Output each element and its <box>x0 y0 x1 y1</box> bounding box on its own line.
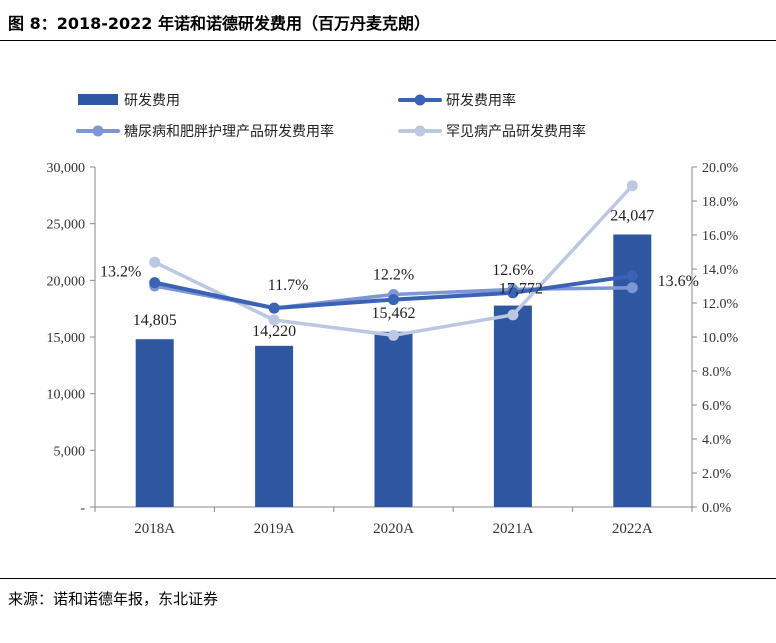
series-point <box>388 294 399 306</box>
rate-value-label: 13.6% <box>658 273 699 290</box>
axes: - 5,000 10,000 15,000 20,000 25,000 30,000 0.0%… <box>47 161 739 537</box>
series-point <box>626 282 638 294</box>
series-point <box>626 270 638 282</box>
bar-value-label: 15,462 <box>372 305 416 322</box>
y-left-tick-label: 30,000 <box>47 161 86 176</box>
y-right-tick-label: 20.0% <box>702 161 739 176</box>
series-point <box>626 180 638 192</box>
source-divider <box>0 578 776 579</box>
legend-swatch-marker <box>414 125 426 137</box>
rate-value-label: 11.7% <box>268 277 309 294</box>
bar-value-label: 17,772 <box>499 281 543 298</box>
x-tick-label: 2021A <box>492 521 533 537</box>
y-left-tick-label: 15,000 <box>47 331 86 346</box>
title-underline <box>0 40 776 41</box>
series-point <box>507 287 519 299</box>
legend-swatch-bar <box>78 94 118 105</box>
legend-label: 糖尿病和肥胖护理产品研发费用率 <box>124 123 334 140</box>
y-left-tick-label: 10,000 <box>47 388 86 403</box>
bar-series <box>135 234 652 507</box>
series-point <box>149 277 161 289</box>
y-right-tick-label: 4.0% <box>702 433 732 448</box>
y-left-tick-label: 5,000 <box>54 444 86 459</box>
series-point <box>268 302 280 314</box>
rate-value-label: 13.2% <box>100 264 141 281</box>
rate-value-label: 12.6% <box>492 262 533 279</box>
y-right-tick-label: 10.0% <box>702 331 739 346</box>
y-right-tick-label: 8.0% <box>702 365 732 380</box>
legend-label: 研发费用 <box>124 93 180 109</box>
x-tick-label: 2022A <box>612 521 653 537</box>
bar-value-label: 14,805 <box>133 312 177 329</box>
y-right-tick-label: 12.0% <box>702 297 739 312</box>
bar <box>493 305 532 507</box>
y-left-tick-label: - <box>80 501 85 516</box>
bar-value-label: 24,047 <box>610 207 654 224</box>
figure-title: 图 8：2018-2022 年诺和诺德研发费用（百万丹麦克朗） <box>8 14 430 33</box>
x-tick-label: 2018A <box>134 521 175 537</box>
y-right-tick-label: 14.0% <box>702 263 739 278</box>
rate-value-label: 12.2% <box>373 267 414 284</box>
y-right-tick-label: 18.0% <box>702 195 739 210</box>
legend-label: 研发费用率 <box>446 92 516 109</box>
series-point <box>388 329 399 341</box>
legend-swatch-marker <box>414 94 426 106</box>
x-tick-label: 2020A <box>373 521 414 537</box>
series-point <box>507 309 519 321</box>
bar-value-label: 14,220 <box>252 323 296 340</box>
legend-swatch-marker <box>92 125 104 137</box>
bar <box>374 331 413 507</box>
y-right-tick-label: 0.0% <box>702 501 732 516</box>
source-note: 来源：诺和诺德年报，东北证券 <box>8 590 219 608</box>
series-point <box>149 256 161 268</box>
x-tick-label: 2019A <box>254 521 295 537</box>
bar <box>255 345 294 507</box>
y-right-tick-label: 16.0% <box>702 229 739 244</box>
y-left-tick-label: 25,000 <box>47 218 86 233</box>
legend-label: 罕见病产品研发费用率 <box>446 123 586 140</box>
y-right-tick-label: 6.0% <box>702 399 732 414</box>
bar <box>135 339 174 507</box>
y-right-tick-label: 2.0% <box>702 467 732 482</box>
data-labels: 14,805 14,220 15,462 17,772 24,047 13.2% 11.7%… <box>100 207 699 339</box>
series-point <box>268 314 280 326</box>
line-series <box>149 180 638 341</box>
y-left-tick-label: 20,000 <box>47 274 86 289</box>
